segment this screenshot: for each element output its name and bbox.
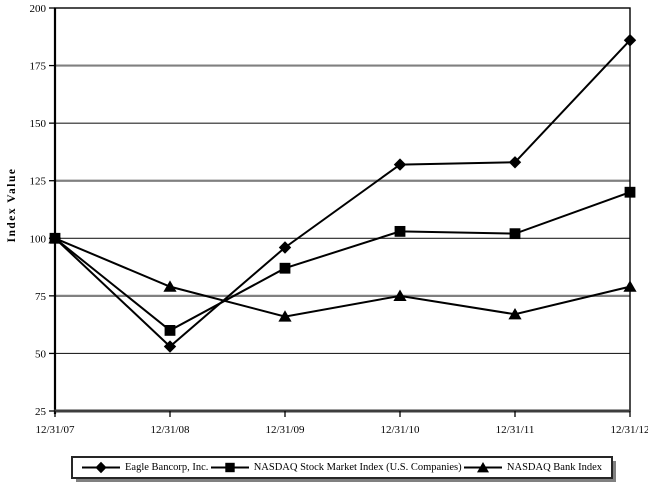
x-tick-label: 12/31/07 <box>35 424 75 436</box>
y-tick-label: 150 <box>30 118 47 130</box>
y-tick-label: 75 <box>35 291 47 303</box>
triangle-marker-icon <box>463 462 502 473</box>
y-tick-label: 25 <box>35 406 47 418</box>
triangle-marker <box>508 307 522 320</box>
diamond-marker <box>163 340 177 353</box>
plot-border <box>54 7 631 412</box>
series-line-diamond <box>54 39 631 348</box>
diamond-marker <box>623 34 637 47</box>
square-marker <box>49 232 61 244</box>
diamond-marker <box>393 158 407 171</box>
y-tick-label: 175 <box>30 61 47 73</box>
triangle-marker <box>278 310 292 322</box>
legend: Eagle Bancorp, Inc. NASDAQ Stock Market … <box>71 456 613 479</box>
legend-label-eagle-bancorp: Eagle Bancorp, Inc. <box>125 462 209 473</box>
square-marker <box>624 186 636 198</box>
y-tick-label: 125 <box>30 176 47 188</box>
x-tick-label: 12/31/11 <box>496 424 535 436</box>
triangle-marker <box>623 280 637 292</box>
x-tick-label: 12/31/08 <box>150 424 190 436</box>
y-tick-label: 100 <box>30 233 47 245</box>
square-marker <box>394 225 406 237</box>
square-marker <box>509 228 521 240</box>
triangle-marker <box>163 280 177 292</box>
series-line-triangle <box>54 237 631 318</box>
x-tick-label: 12/31/12 <box>610 424 648 436</box>
triangle-marker <box>393 289 407 301</box>
legend-label-nasdaq-bank: NASDAQ Bank Index <box>506 462 602 473</box>
legend-label-nasdaq-stock-market: NASDAQ Stock Market Index (U.S. Companie… <box>253 462 462 473</box>
square-marker <box>164 325 176 336</box>
diamond-marker <box>508 156 522 169</box>
x-tick-label: 12/31/09 <box>265 424 305 436</box>
chart-plot-area: 25 50 75 100 125 150 175 200 12/31/07 12/31/08 12/… <box>30 3 648 436</box>
diamond-marker <box>278 241 292 254</box>
legend-entry-nasdaq-bank: NASDAQ Bank Index <box>463 461 602 474</box>
legend-entry-eagle-bancorp: Eagle Bancorp, Inc. <box>82 461 208 474</box>
diamond-marker-icon <box>82 461 120 474</box>
square-marker <box>279 262 291 274</box>
legend-entry-nasdaq-stock-market: NASDAQ Stock Market Index (U.S. Companie… <box>210 461 462 474</box>
square-marker-icon <box>210 462 249 473</box>
x-tick-label: 12/31/10 <box>380 424 420 436</box>
y-tick-label: 200 <box>30 3 47 15</box>
series-line-square <box>54 191 631 332</box>
y-tick-label: 50 <box>35 348 47 360</box>
